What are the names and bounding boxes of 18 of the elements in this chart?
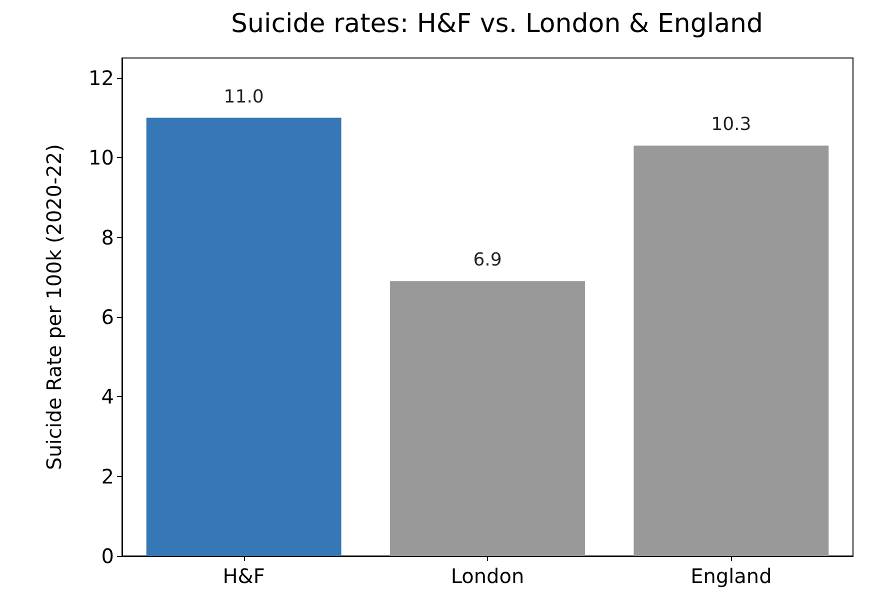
- y-tick-label: 0: [101, 544, 114, 568]
- x-tick-label: London: [450, 564, 524, 588]
- y-tick-label: 4: [101, 384, 114, 409]
- x-tick-label: H&F: [222, 564, 265, 588]
- bar: [634, 146, 829, 556]
- y-tick-label: 6: [101, 304, 114, 329]
- chart-title: Suicide rates: H&F vs. London & England: [230, 9, 764, 39]
- x-tick-label: England: [690, 564, 772, 588]
- bar: [390, 281, 585, 556]
- y-tick-label: 10: [88, 146, 114, 170]
- data-label: 11.0: [224, 86, 264, 108]
- y-axis-title: Suicide Rate per 100k (2020-22): [42, 144, 66, 470]
- y-tick-label: 8: [101, 225, 114, 250]
- y-tick-label: 12: [88, 66, 114, 90]
- bar: [146, 118, 342, 556]
- data-label: 10.3: [711, 114, 752, 136]
- data-label: 6.9: [473, 250, 502, 271]
- y-tick-label: 2: [101, 464, 114, 488]
